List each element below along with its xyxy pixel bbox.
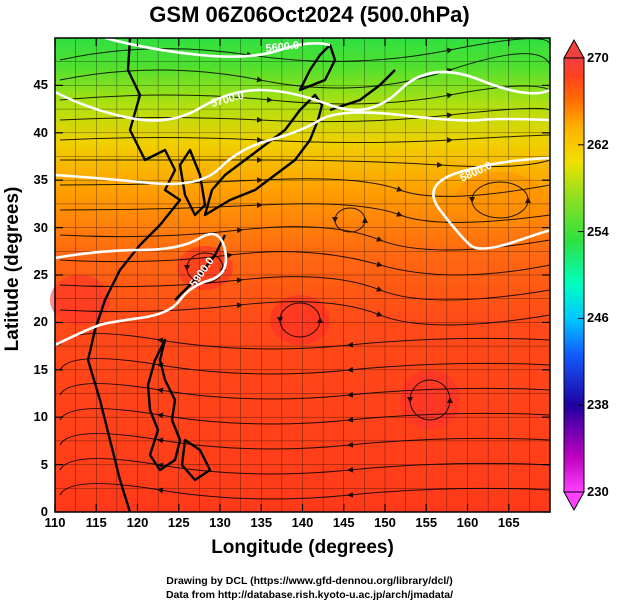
x-axis-label: Longitude (degrees) [211,537,394,558]
lat-lon-grid [55,38,550,512]
contour-5900 [54,232,228,347]
y-tick-label: 35 [33,172,48,188]
y-tick-label: 20 [33,314,48,330]
colorbar-bottom-arrow [563,491,585,512]
colorbar-top-arrow [563,38,585,59]
y-axis-label: Latitude (degrees) [2,186,23,352]
axis-ticks [54,38,550,513]
y-tick-label: 0 [40,504,48,519]
contour-5800-east [432,156,554,250]
x-tick-label: 130 [209,515,231,530]
y-tick-label: 10 [33,409,48,425]
x-tick-label: 125 [167,515,190,530]
x-tick-label: 155 [415,515,438,530]
contour-label-5600: 5600.0 [265,40,300,55]
contour-5800 [54,111,551,186]
colorbar-tick-label: 270 [587,50,609,65]
x-tick-label: 165 [497,515,520,530]
x-tick-label: 110 [44,515,66,530]
colorbar-tick-label: 254 [587,223,609,239]
credit-dcl: Drawing by DCL (https://www.gfd-dennou.o… [166,575,453,587]
colorbar-tick-label: 262 [587,136,609,152]
x-tick-label: 150 [374,515,396,530]
x-tick-label: 140 [291,515,314,530]
colorbar-tick-label: 238 [587,397,609,413]
colorbar [563,57,585,493]
y-tick-label: 5 [40,456,48,472]
contour-5700 [54,70,551,122]
y-tick-label: 30 [33,219,48,235]
x-tick-label: 115 [85,515,107,530]
x-tick-label: 120 [126,515,149,530]
y-tick-label: 25 [33,267,48,282]
colorbar-tick-label: 246 [587,310,609,326]
credit-data-source: Data from http://database.rish.kyoto-u.a… [165,589,454,601]
height-contours [54,36,554,347]
y-tick-label: 40 [33,124,48,140]
colorbar-ticks [578,57,584,493]
x-tick-label: 135 [250,515,273,530]
y-tick-label: 45 [33,77,48,93]
x-tick-label: 160 [456,515,479,530]
colorbar-tick-label: 230 [587,484,609,499]
contour-5600 [104,36,331,58]
y-tick-label: 15 [33,361,48,377]
x-tick-label: 145 [332,515,355,530]
chart-title: GSM 06Z06Oct2024 (500.0hPa) [149,2,470,27]
